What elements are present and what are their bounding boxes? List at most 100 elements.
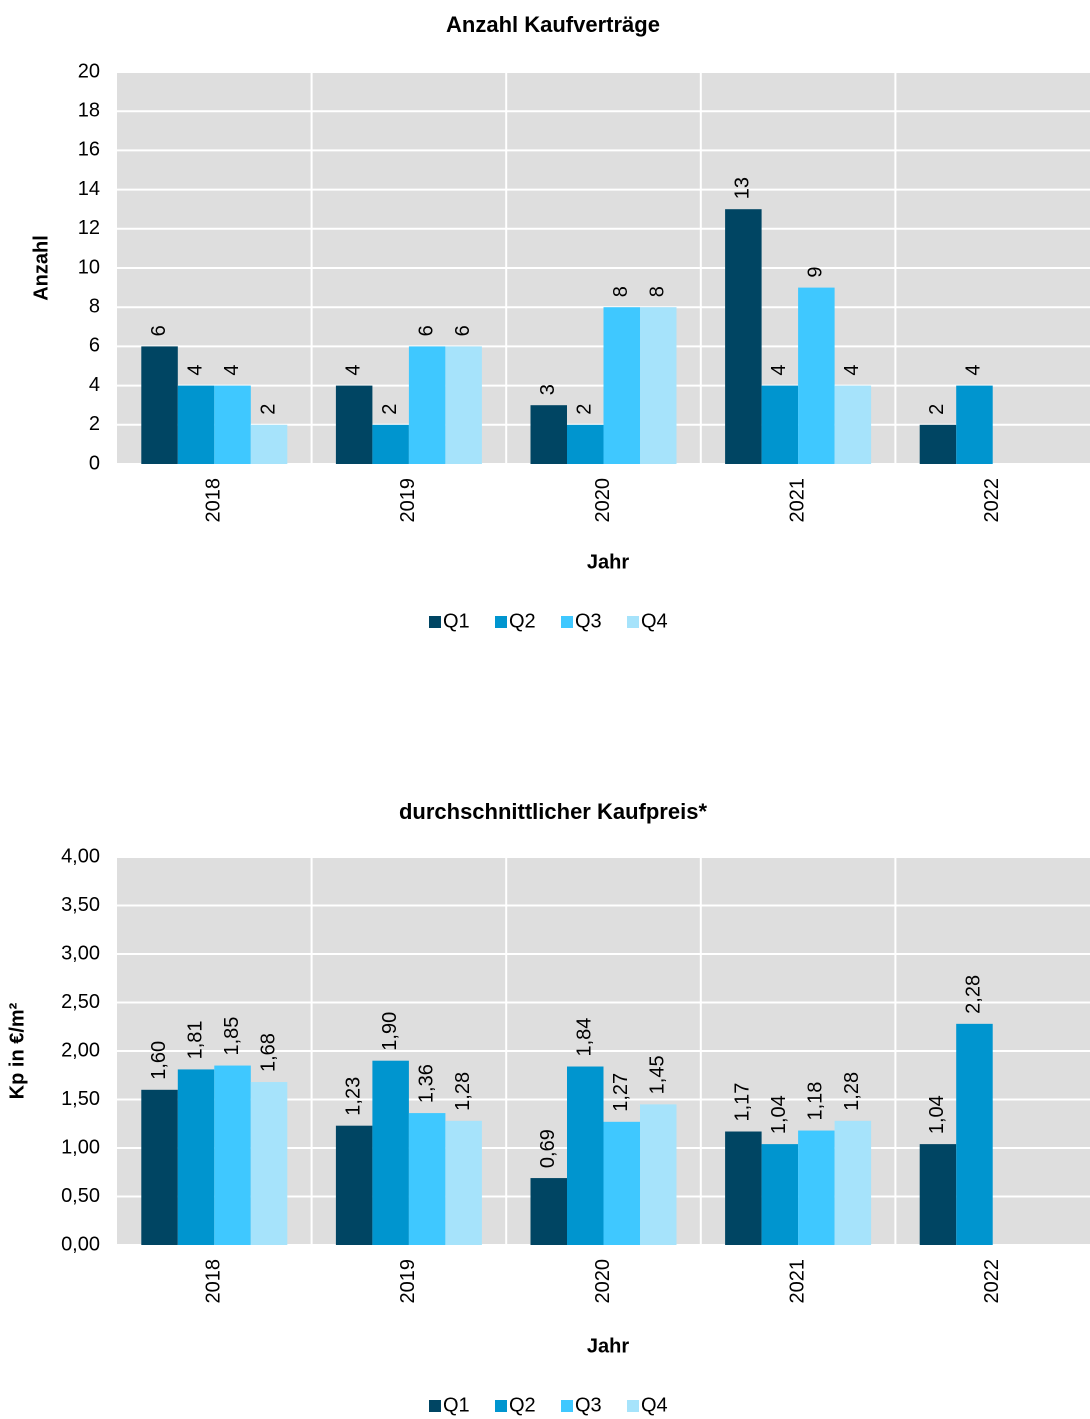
legend-swatch (627, 616, 639, 628)
bar (603, 1121, 640, 1245)
value-label: 1,17 (732, 1083, 754, 1122)
value-label: 4 (221, 364, 243, 375)
x-tick-label: 2019 (397, 1259, 419, 1304)
legend-label: Q4 (641, 1394, 668, 1416)
value-label: 1,23 (342, 1077, 364, 1116)
bar (798, 1130, 835, 1245)
legend-label: Q4 (641, 610, 668, 632)
value-label: 1,18 (805, 1082, 827, 1121)
legend-label: Q2 (509, 1394, 536, 1416)
y-tick-label: 6 (89, 335, 100, 357)
x-tick-label: 2019 (397, 478, 419, 523)
value-label: 1,60 (148, 1041, 170, 1080)
value-label: 1,28 (452, 1072, 474, 1111)
bar (214, 385, 251, 464)
y-tick-label: 1,00 (61, 1136, 100, 1158)
value-label: 6 (148, 325, 170, 336)
y-axis-label: Kp in €/m² (6, 1002, 28, 1099)
y-tick-label: 3,50 (61, 894, 100, 916)
legend-swatch (627, 1400, 639, 1412)
bar (761, 1144, 799, 1245)
legend-swatch (561, 1400, 573, 1412)
bar (530, 405, 567, 464)
bar (177, 1069, 215, 1245)
value-label: 2 (574, 404, 596, 415)
y-tick-label: 18 (78, 99, 100, 121)
value-label: 1,85 (221, 1017, 243, 1056)
bar (956, 1023, 993, 1245)
value-label: 1,68 (257, 1033, 279, 1072)
value-label: 6 (452, 325, 474, 336)
bar (919, 1144, 957, 1245)
y-tick-label: 20 (78, 60, 100, 82)
legend-label: Q1 (443, 1394, 470, 1416)
value-label: 1,36 (415, 1064, 437, 1103)
bar (408, 346, 446, 464)
legend-label: Q1 (443, 610, 470, 632)
value-label: 1,81 (184, 1020, 206, 1059)
value-label: 2 (257, 404, 279, 415)
legend-swatch (495, 616, 507, 628)
value-label: 1,27 (610, 1073, 632, 1112)
bar (214, 1065, 251, 1245)
y-tick-label: 0 (89, 452, 100, 474)
legend-swatch (561, 616, 573, 628)
value-label: 3 (537, 384, 559, 395)
bar (445, 346, 482, 464)
bar (640, 1104, 677, 1245)
x-tick-label: 2020 (592, 478, 614, 523)
x-tick-label: 2021 (786, 1259, 808, 1304)
y-tick-label: 3,00 (61, 942, 100, 964)
y-tick-label: 12 (78, 217, 100, 239)
y-tick-label: 2 (89, 413, 100, 435)
value-label: 4 (184, 364, 206, 375)
value-label: 0,69 (537, 1129, 559, 1168)
value-label: 8 (647, 286, 669, 297)
x-tick-label: 2018 (203, 1259, 225, 1304)
y-tick-label: 14 (78, 178, 100, 200)
legend-label: Q3 (575, 1394, 602, 1416)
bar (956, 385, 993, 464)
value-label: 6 (415, 325, 437, 336)
legend-swatch (495, 1400, 507, 1412)
x-tick-label: 2022 (981, 478, 1003, 523)
x-tick-label: 2021 (786, 478, 808, 523)
value-label: 4 (963, 364, 985, 375)
value-label: 1,90 (379, 1012, 401, 1051)
value-label: 1,45 (647, 1055, 669, 1094)
x-tick-label: 2022 (981, 1259, 1003, 1304)
value-label: 2 (379, 404, 401, 415)
chart-title: durchschnittlicher Kaufpreis* (399, 799, 708, 824)
value-label: 2,28 (963, 975, 985, 1014)
y-tick-label: 4 (89, 374, 100, 396)
value-label: 1,04 (768, 1095, 790, 1134)
chart-title: Anzahl Kaufverträge (446, 12, 660, 37)
y-tick-label: 0,00 (61, 1233, 100, 1255)
value-label: 4 (768, 364, 790, 375)
bar (408, 1113, 446, 1245)
y-tick-label: 2,50 (61, 991, 100, 1013)
y-tick-label: 4,00 (61, 845, 100, 867)
bar (250, 424, 288, 464)
bar (445, 1120, 482, 1245)
y-tick-label: 0,50 (61, 1185, 100, 1207)
bar (919, 424, 957, 464)
bar (834, 1120, 872, 1245)
bar (834, 385, 872, 464)
x-tick-label: 2020 (592, 1259, 614, 1304)
legend-label: Q3 (575, 610, 602, 632)
bar (335, 1125, 373, 1245)
bar (372, 424, 409, 464)
value-label: 13 (732, 177, 754, 199)
value-label: 9 (805, 266, 827, 277)
bar (141, 1089, 178, 1245)
value-label: 4 (342, 364, 364, 375)
value-label: 1,28 (841, 1072, 863, 1111)
value-label: 2 (926, 404, 948, 415)
bar (798, 287, 835, 464)
bar (335, 385, 373, 464)
bar (603, 307, 640, 464)
bar (567, 1066, 604, 1245)
bar (250, 1082, 288, 1245)
